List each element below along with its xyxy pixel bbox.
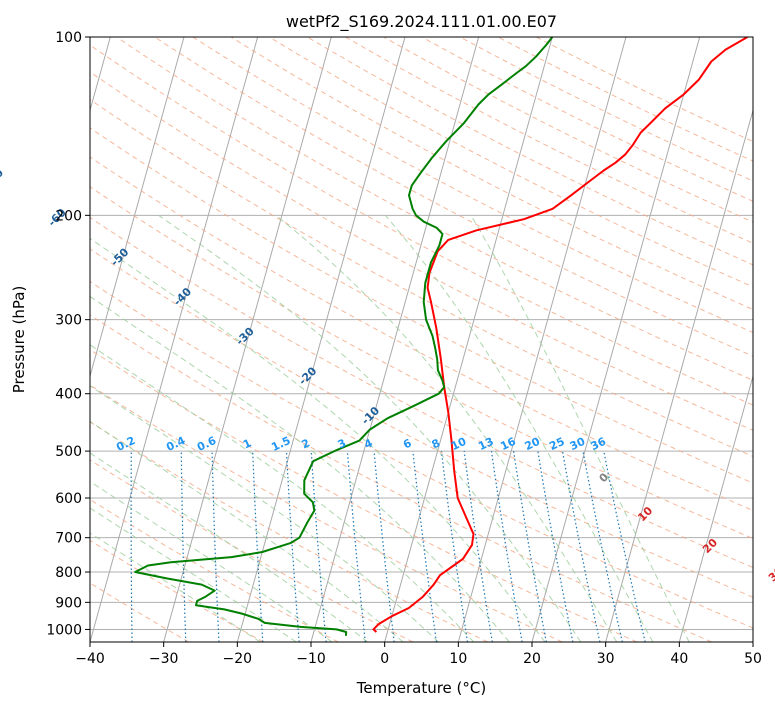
dry-adiabat-line [90,156,753,512]
mixing-ratio-line [582,450,623,642]
moist-adiabat-line [90,420,404,642]
y-tick-label: 700 [55,531,82,547]
moist-adiabat-line [90,295,510,642]
dry-adiabat-line [90,459,414,642]
x-tick-label: −20 [223,651,253,667]
dry-adiabat-line [90,280,753,629]
moist-adiabat-line [275,214,618,642]
mixing-ratio-line [310,451,327,642]
isotherm-line [90,37,259,642]
x-tick-label: 20 [523,651,541,667]
mixing-ratio-label: 20 [523,435,543,453]
isotherm-line [678,374,753,642]
mixing-ratio-label: 25 [547,435,566,453]
mixing-ratio-line [463,451,493,642]
moist-adiabat-line [90,507,297,642]
mixing-ratio-line [440,451,469,642]
mixing-ratio-line [537,450,574,642]
x-axis: −40 −30 −20 −10 0 10 20 30 40 50 [75,642,762,667]
dry-adiabat-line [90,421,488,642]
y-tick-label: 1000 [46,622,82,638]
dry-adiabat-line [90,314,712,642]
isotherm-line [457,37,627,642]
y-tick-label: 300 [55,313,82,329]
x-axis-title: Temperature (°C) [356,679,486,697]
moist-adiabat-line [90,344,475,642]
dry-adiabat-line [90,98,753,457]
dry-adiabat-line [154,37,753,357]
moist-adiabat-line [90,237,546,642]
isotherm-line [384,37,553,642]
moist-adiabat-line [384,214,654,642]
y-tick-label: 400 [55,387,82,403]
x-tick-label: −40 [75,651,105,667]
y-tick-label: 600 [55,491,82,507]
isotherm-line [531,37,701,642]
x-tick-label: 40 [670,651,688,667]
dry-adiabat-line [90,539,264,642]
moist-adiabat-line [470,215,690,642]
isotherm-line [163,37,332,642]
mixing-ratio-line [412,451,437,642]
x-tick-label: 10 [449,651,467,667]
mixing-ratio-label: 36 [589,435,609,453]
mixing-ratio-label: 30 [568,435,588,453]
moist-adiabat-line [90,480,333,642]
x-tick-label: 50 [744,651,762,667]
dewpoint-profile-line [134,37,554,636]
x-tick-label: −30 [149,651,179,667]
dry-adiabat-line [90,216,753,569]
isotherm-line [236,37,406,642]
isotherm-label: -70 [0,166,6,189]
mixing-ratio-label: 16 [498,435,518,453]
moist-adiabat-line [158,214,582,642]
y-axis-title: Pressure (hPa) [10,286,28,394]
theta-label: 30 [766,564,775,584]
mixing-ratio-label: 13 [476,435,495,453]
mixing-ratio-line [603,450,646,642]
mixing-ratio-label: 10 [449,435,469,453]
x-tick-label: 30 [597,651,615,667]
mixing-ratio-line [373,451,395,642]
x-tick-label: 0 [380,651,389,667]
y-tick-label: 200 [55,208,82,224]
dry-adiabat-line [268,37,753,288]
mixing-ratio-line [561,450,601,642]
y-tick-label: 900 [55,595,82,611]
moist-adiabat-line [90,452,368,642]
x-tick-label: −10 [296,651,326,667]
mixing-ratio-line [346,451,366,642]
plot-frame [89,36,754,643]
y-tick-label: 500 [55,444,82,460]
isotherm-line [90,37,185,379]
y-tick-label: 800 [55,565,82,581]
dry-adiabat-line [230,37,753,311]
moist-adiabat-line [90,385,439,642]
dry-adiabat-line [90,348,638,642]
y-tick-label: 100 [55,30,82,46]
dry-adiabat-line [90,582,190,642]
y-axis: 100 200 300 400 500 600 700 800 900 1000 [46,30,90,638]
sounding-profiles [134,37,748,636]
chart-title: wetPf2_S169.2024.111.01.00.E07 [286,12,557,32]
isotherm-line [605,108,753,642]
temperature-profile-line [372,37,748,633]
dry-adiabat-line [90,44,753,406]
